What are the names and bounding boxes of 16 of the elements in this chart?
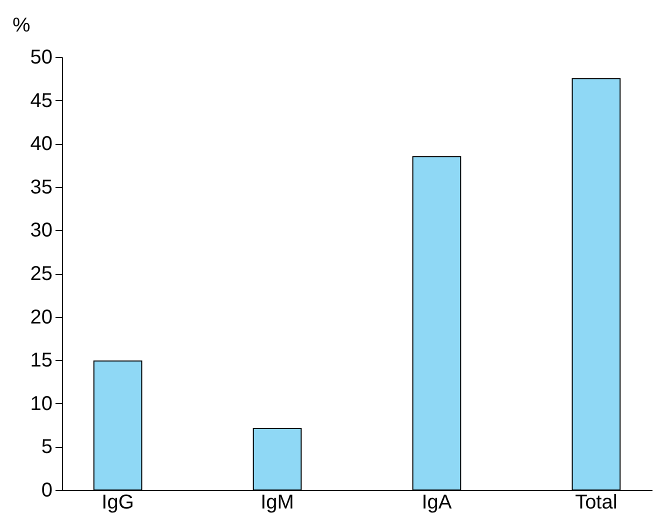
x-tick-label: IgM — [260, 492, 294, 514]
y-tick-label: 20 — [30, 306, 52, 328]
y-tick-label: 5 — [41, 436, 52, 458]
y-axis-title: % — [12, 14, 30, 36]
x-tick-label: Total — [575, 492, 618, 514]
y-tick-label: 40 — [30, 133, 52, 156]
y-tick-label: 50 — [30, 46, 52, 68]
y-tick-label: 0 — [41, 480, 52, 502]
y-tick-label: 25 — [30, 263, 52, 285]
x-tick-label: IgA — [422, 492, 452, 514]
y-tick-label: 15 — [30, 350, 52, 372]
x-tick-label: IgG — [102, 492, 134, 514]
y-tick-label: 45 — [30, 90, 52, 112]
y-tick-label: 10 — [30, 392, 52, 415]
y-tick-label: 35 — [30, 176, 52, 198]
y-tick-label: 30 — [30, 220, 52, 242]
